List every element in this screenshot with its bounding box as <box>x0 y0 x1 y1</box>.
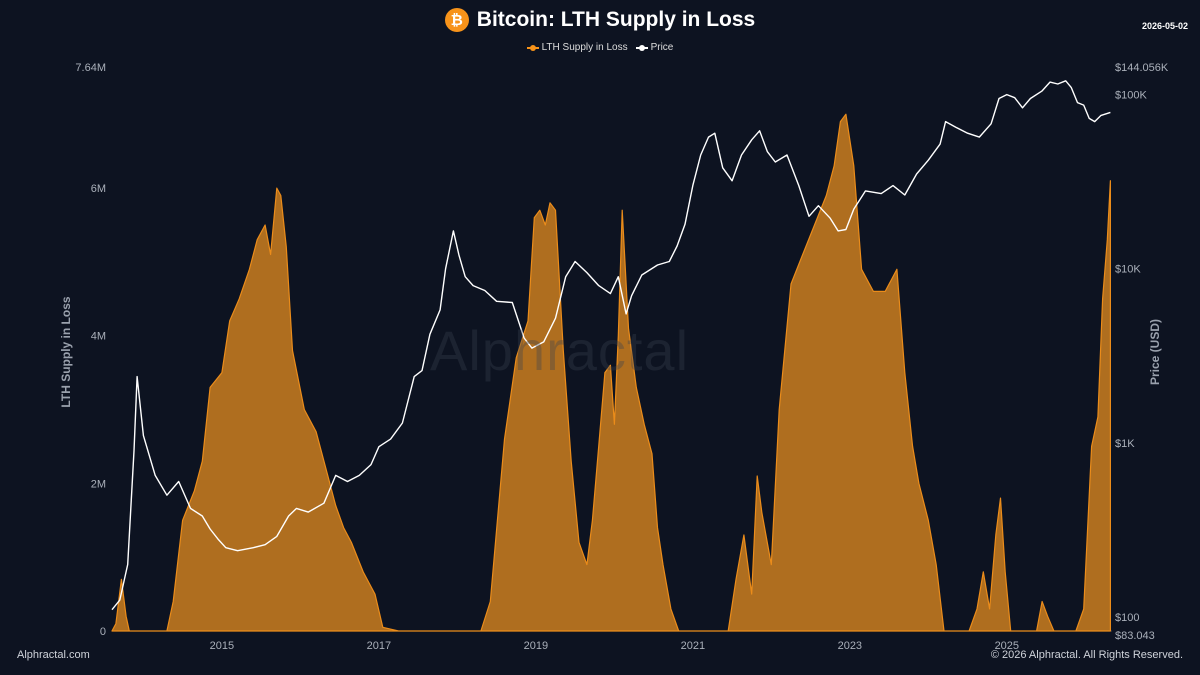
y-axis-left-label: LTH Supply in Loss <box>59 296 73 408</box>
legend-item-price[interactable]: Price <box>635 42 674 53</box>
legend-label: LTH Supply in Loss <box>541 42 628 53</box>
x-tick-label: 2021 <box>681 640 705 652</box>
bitcoin-icon: ₿ <box>444 8 469 32</box>
y-right-tick-label: $83.043 <box>1115 630 1155 642</box>
x-tick-label: 2025 <box>995 640 1019 652</box>
title-bar: ₿ Bitcoin: LTH Supply in Loss <box>0 8 1200 32</box>
chart-title: Bitcoin: LTH Supply in Loss <box>476 8 756 31</box>
legend-item-lth-supply[interactable]: LTH Supply in Loss <box>526 42 628 53</box>
y-right-tick-label: $1K <box>1115 438 1135 450</box>
legend-label: Price <box>650 42 674 53</box>
y-right-tick-label: $100 <box>1115 612 1139 624</box>
y-axis-right-label: Price (USD) <box>1148 318 1162 386</box>
x-tick-label: 2017 <box>367 640 391 652</box>
series-price-line <box>111 80 1111 611</box>
footer-copyright: © 2026 Alphractal. All Rights Reserved. <box>990 649 1183 661</box>
legend-swatch-orange <box>526 44 539 51</box>
y-left-tick-label: 2M <box>91 478 106 490</box>
y-right-tick-label: $10K <box>1115 264 1141 276</box>
chart-date: 2026-05-02 <box>1141 21 1188 31</box>
legend: LTH Supply in Loss Price <box>0 42 1200 53</box>
series-lth-supply-area <box>111 113 1111 632</box>
y-left-tick-label: 0 <box>100 626 106 638</box>
watermark: Alphractal <box>430 319 690 382</box>
x-tick-label: 2015 <box>210 640 234 652</box>
y-left-tick-label: 6M <box>91 183 106 195</box>
x-tick-label: 2019 <box>524 640 548 652</box>
y-right-tick-label: $100K <box>1115 90 1147 102</box>
y-right-tick-label: $144.056K <box>1115 62 1169 74</box>
footer-site[interactable]: Alphractal.com <box>17 649 90 661</box>
legend-swatch-white <box>635 44 648 51</box>
x-tick-label: 2023 <box>838 640 862 652</box>
y-left-tick-label: 7.64M <box>75 62 106 74</box>
y-left-tick-label: 4M <box>91 331 106 343</box>
